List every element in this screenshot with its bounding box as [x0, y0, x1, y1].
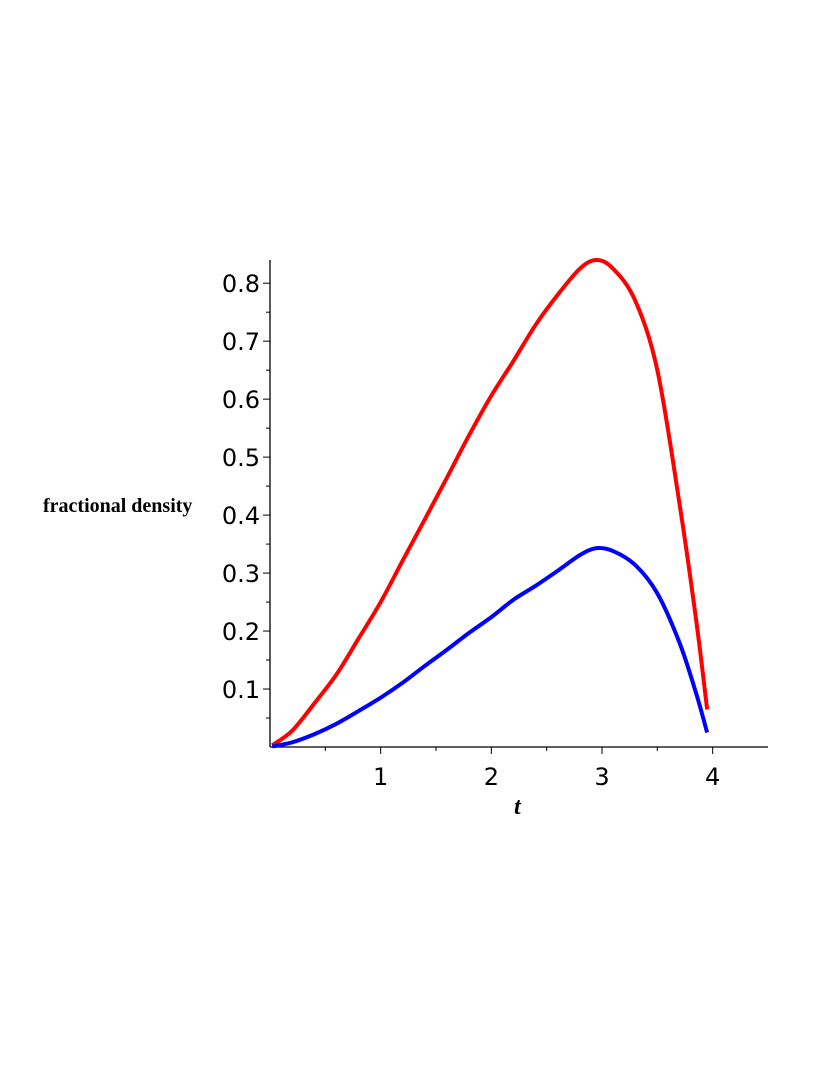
x-tick-label: 4 — [705, 763, 720, 791]
series-line-blue — [271, 545, 710, 749]
x-tick-label: 3 — [594, 763, 609, 791]
y-tick-label: 0.2 — [222, 618, 260, 646]
y-axis-label: fractional density — [43, 495, 192, 517]
y-tick-label: 0.8 — [222, 270, 260, 298]
y-tick-label: 0.7 — [222, 328, 260, 356]
x-tick-label: 1 — [373, 763, 388, 791]
y-tick-label: 0.3 — [222, 560, 260, 588]
y-tick-label: 0.5 — [222, 444, 260, 472]
series-line-red — [271, 258, 710, 747]
ticks — [263, 282, 714, 754]
y-tick-label: 0.4 — [222, 502, 260, 530]
x-tick-label: 2 — [484, 763, 499, 791]
x-axis-label: t — [514, 794, 522, 820]
y-tick-label: 0.1 — [222, 676, 260, 704]
tick-labels: 1 2 3 4 0.1 0.2 0.3 0.4 0.5 0.6 0.7 0.8 — [222, 270, 720, 791]
axes — [269, 260, 768, 748]
series-group — [271, 258, 710, 749]
y-tick-label: 0.6 — [222, 386, 260, 414]
